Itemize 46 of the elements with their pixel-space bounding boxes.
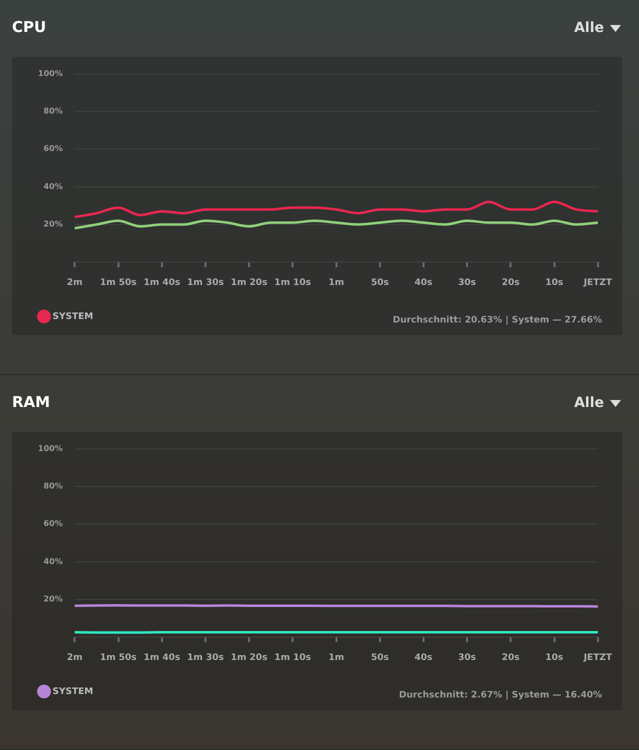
line-series — [73, 200, 600, 218]
text: Alle — [574, 20, 604, 36]
x-tick-label: 1m — [328, 652, 344, 663]
x-tick-label: 2m — [66, 278, 83, 288]
y-tick-label: 60% — [44, 519, 63, 528]
x-tick-label: 1m 40s — [144, 652, 180, 663]
y-tick-label: 20% — [44, 594, 63, 604]
y-tick-label: 60% — [44, 144, 63, 154]
x-tick-label: 10s — [545, 278, 564, 288]
x-tick-label: 30s — [458, 278, 476, 288]
x-tick-label: 1m — [328, 278, 344, 288]
x-tick-label: 1m 40s — [144, 278, 180, 288]
x-tick-label: 1m 10s — [274, 652, 312, 663]
x-tick-label: 1m 30s — [187, 652, 224, 663]
x-tick-label: 1m 30s — [187, 278, 224, 288]
y-tick-label: 40% — [44, 182, 63, 191]
x-tick-label: 20s — [502, 278, 520, 288]
legend-label: SYSTEM — [52, 312, 94, 322]
text: Durchschnitt: 20.63% | System — 27.66% — [392, 315, 602, 326]
y-tick-label: 100% — [38, 444, 63, 453]
text: Durchschnitt: 2.67% | System — 16.40% — [398, 690, 602, 700]
legend-label: SYSTEM — [52, 686, 94, 697]
x-tick-label: 1m 20s — [230, 652, 268, 663]
chart-title: RAM — [12, 393, 50, 411]
x-tick-label: 40s — [414, 652, 432, 663]
x-tick-label: 20s — [502, 652, 520, 663]
x-tick-label: 10s — [545, 652, 564, 663]
x-tick-label: 30s — [458, 652, 476, 663]
x-tick-label: 1m 10s — [274, 278, 312, 288]
line-series — [73, 220, 600, 230]
chart-title: CPU — [12, 18, 46, 36]
y-tick-label: 40% — [44, 556, 63, 566]
x-tick-label: 1m 20s — [230, 278, 268, 288]
text: Alle — [574, 395, 604, 411]
y-tick-label: 80% — [44, 482, 63, 491]
x-tick-label: 1m 50s — [100, 278, 137, 288]
x-tick-label: 40s — [414, 278, 432, 288]
x-tick-label: 2m — [66, 652, 83, 663]
x-tick-label: JETZT — [582, 652, 613, 663]
x-tick-label: 50s — [370, 278, 389, 288]
x-tick-label: JETZT — [582, 278, 613, 288]
x-tick-label: 50s — [370, 652, 389, 663]
y-tick-label: 80% — [44, 106, 63, 116]
y-tick-label: 20% — [44, 220, 63, 229]
x-tick-label: 1m 50s — [100, 652, 137, 663]
y-tick-label: 100% — [38, 68, 63, 78]
